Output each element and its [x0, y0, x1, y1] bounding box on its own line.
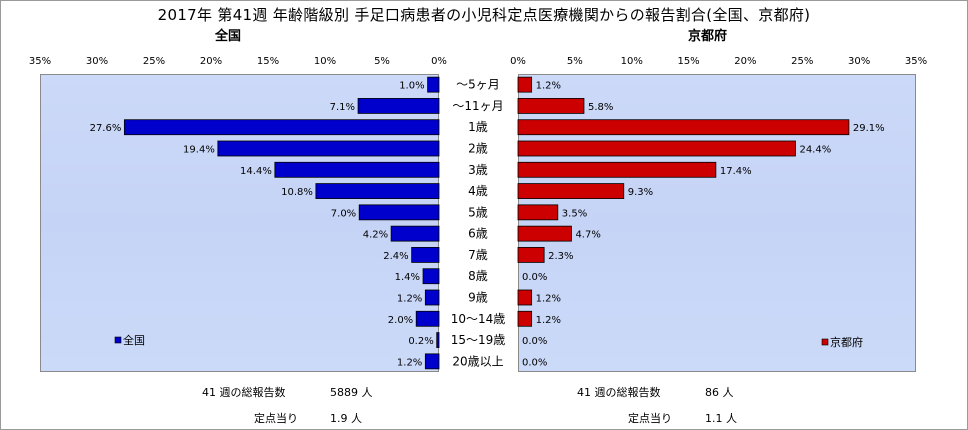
national-value-label: 7.0% [331, 208, 356, 219]
kyoto-value-label: 4.7% [575, 230, 600, 241]
x-tick-label-kyoto: 35% [905, 56, 927, 67]
category-label: 4歳 [468, 184, 488, 198]
national-bar [422, 268, 440, 285]
kyoto-bar [517, 225, 572, 242]
category-label: 2歳 [468, 142, 488, 156]
kyoto-bar [517, 289, 533, 306]
category-label: 3歳 [468, 163, 488, 177]
category-label: 10～14歳 [451, 312, 506, 326]
right-total-label: 41 週の総報告数 [577, 386, 661, 399]
national-bar [436, 332, 440, 348]
kyoto-value-label: 1.2% [536, 315, 561, 326]
kyoto-value-label: 2.3% [548, 251, 573, 262]
kyoto-bar [517, 140, 796, 157]
kyoto-value-label: 1.2% [536, 294, 561, 305]
national-value-label: 1.2% [397, 294, 422, 305]
category-label: 5歳 [468, 205, 488, 219]
kyoto-bar [517, 161, 717, 178]
left-per-value: 1.9 人 [330, 412, 362, 425]
category-label: 9歳 [468, 291, 488, 305]
kyoto-bar [517, 119, 850, 136]
category-label: 7歳 [468, 248, 488, 262]
x-tick-label-national: 0% [431, 56, 447, 67]
x-tick-label-kyoto: 25% [791, 56, 813, 67]
national-value-label: 27.6% [90, 123, 122, 134]
x-tick-label-kyoto: 15% [677, 56, 699, 67]
kyoto-bar [517, 183, 625, 199]
x-tick-label-kyoto: 5% [567, 56, 583, 67]
x-tick-label-kyoto: 30% [848, 56, 870, 67]
kyoto-bar [517, 76, 533, 93]
kyoto-value-label: 29.1% [853, 123, 885, 134]
national-value-label: 0.2% [408, 336, 433, 347]
national-bar [427, 76, 440, 93]
kyoto-value-label: 0.0% [522, 272, 547, 283]
category-label: 8歳 [468, 269, 488, 283]
category-label: 20歳以上 [452, 354, 503, 368]
kyoto-value-label: 1.2% [536, 81, 561, 92]
right-total-value: 86 人 [705, 386, 734, 399]
national-value-label: 1.4% [395, 272, 420, 283]
national-bar [274, 161, 440, 178]
x-tick-label-national: 10% [314, 56, 336, 67]
national-bar [357, 98, 440, 114]
national-bar [415, 310, 440, 327]
legend-swatch-national [114, 336, 122, 344]
x-tick-label-national: 15% [257, 56, 279, 67]
national-value-label: 4.2% [363, 230, 388, 241]
national-value-label: 14.4% [240, 166, 272, 177]
national-bar [424, 289, 440, 306]
category-label: ～11ヶ月 [452, 99, 503, 113]
legend-label-kyoto: 京都府 [830, 335, 863, 349]
legend-swatch-kyoto [821, 338, 829, 346]
left-total-label: 41 週の総報告数 [202, 386, 286, 399]
legend-label-national: 全国 [123, 333, 145, 347]
kyoto-value-label: 0.0% [522, 357, 547, 368]
x-tick-label-national: 20% [200, 56, 222, 67]
national-bar [358, 204, 440, 221]
kyoto-value-label: 3.5% [562, 208, 587, 219]
kyoto-value-label: 17.4% [720, 166, 752, 177]
x-tick-label-national: 30% [86, 56, 108, 67]
national-bar [411, 247, 440, 263]
national-value-label: 7.1% [330, 102, 355, 113]
national-bar [390, 225, 440, 242]
kyoto-value-label: 5.8% [588, 102, 613, 113]
kyoto-value-label: 24.4% [799, 145, 831, 156]
category-label: 1歳 [468, 120, 488, 134]
national-value-label: 19.4% [183, 145, 215, 156]
national-bar [123, 119, 440, 136]
national-bar [315, 183, 440, 199]
chart-title: 2017年 第41週 年齢階級別 手足口病患者の小児科定点医療機関からの報告割合… [157, 6, 811, 24]
x-tick-label-kyoto: 0% [510, 56, 526, 67]
national-bar [424, 353, 440, 370]
national-value-label: 2.4% [383, 251, 408, 262]
kyoto-bar [517, 247, 545, 263]
national-bar [217, 140, 440, 157]
right-per-value: 1.1 人 [705, 412, 737, 425]
national-value-label: 10.8% [281, 187, 313, 198]
right-per-label: 定点当り [628, 412, 672, 425]
category-label: 6歳 [468, 227, 488, 241]
x-tick-label-kyoto: 20% [734, 56, 756, 67]
category-label: ～5ヶ月 [456, 78, 500, 92]
kyoto-bar [517, 310, 533, 327]
x-tick-label-kyoto: 10% [621, 56, 643, 67]
national-value-label: 1.2% [397, 357, 422, 368]
x-tick-label-national: 25% [143, 56, 165, 67]
kyoto-value-label: 0.0% [522, 336, 547, 347]
national-value-label: 1.0% [399, 81, 424, 92]
kyoto-bar [517, 204, 559, 221]
kyoto-bar [517, 98, 585, 114]
x-tick-label-national: 5% [374, 56, 390, 67]
national-value-label: 2.0% [388, 315, 413, 326]
left-total-value: 5889 人 [330, 386, 373, 399]
right-subtitle: 京都府 [688, 29, 728, 44]
x-tick-label-national: 35% [29, 56, 51, 67]
kyoto-value-label: 9.3% [628, 187, 653, 198]
left-per-label: 定点当り [254, 412, 298, 425]
left-subtitle: 全国 [215, 29, 242, 44]
category-label: 15～19歳 [451, 333, 506, 347]
